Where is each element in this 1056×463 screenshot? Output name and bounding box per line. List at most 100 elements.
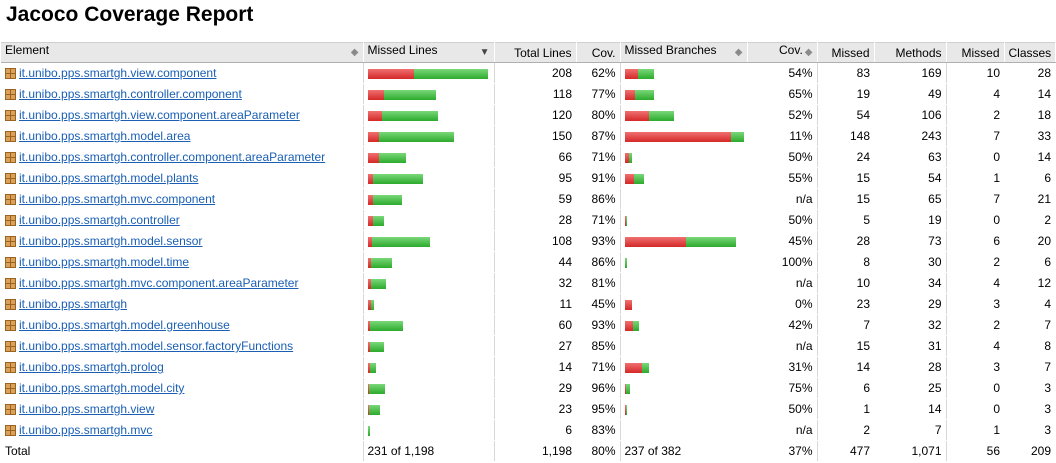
table-row: it.unibo.pps.smartgh.model.greenhouse 60 9… <box>1 314 1055 336</box>
footer-total-lines: 1,198 <box>493 440 576 461</box>
missed-lines-bar-missed <box>367 362 370 373</box>
missed-branches-bar-covered <box>641 362 649 373</box>
package-link[interactable]: it.unibo.pps.smartgh.view.component <box>19 66 217 80</box>
missed-lines-bar-missed <box>367 383 369 394</box>
package-link[interactable]: it.unibo.pps.smartgh.model.area <box>19 129 191 143</box>
package-link[interactable]: it.unibo.pps.smartgh.mvc <box>19 423 153 437</box>
missed-lines-bar-covered <box>369 362 376 373</box>
package-link[interactable]: it.unibo.pps.smartgh.model.sensor.factor… <box>19 339 294 353</box>
branch-coverage: 0% <box>747 293 817 315</box>
missed-classes: 10 <box>945 62 1004 84</box>
missed-lines-bar-cell <box>362 146 494 168</box>
missed-branches-bar-cell <box>619 188 747 210</box>
missed-branches-bar-cell <box>619 272 747 294</box>
package-icon <box>5 172 16 184</box>
line-coverage: 86% <box>576 251 620 273</box>
branch-coverage: 75% <box>747 377 817 399</box>
package-link[interactable]: it.unibo.pps.smartgh.view <box>19 402 155 416</box>
total-lines: 120 <box>493 104 576 126</box>
header-total-lines[interactable]: Total Lines <box>493 42 577 63</box>
package-link[interactable]: it.unibo.pps.smartgh <box>19 297 128 311</box>
package-link[interactable]: it.unibo.pps.smartgh.view.component.area… <box>19 108 300 122</box>
missed-lines-bar-cell <box>362 314 494 336</box>
classes: 7 <box>1004 314 1055 336</box>
missed-branches-bar <box>624 68 654 79</box>
line-coverage: 45% <box>576 293 620 315</box>
total-lines: 29 <box>493 377 576 399</box>
sort-icon: ◆ <box>350 47 359 58</box>
footer-missed-methods: 477 <box>816 440 874 461</box>
missed-branches-bar-missed <box>624 404 626 415</box>
package-link[interactable]: it.unibo.pps.smartgh.model.city <box>19 381 185 395</box>
missed-methods: 6 <box>816 377 874 399</box>
methods: 31 <box>874 335 946 357</box>
missed-methods: 14 <box>816 356 874 378</box>
classes: 8 <box>1004 335 1055 357</box>
missed-branches-bar-covered <box>648 110 674 121</box>
missed-lines-bar <box>367 236 430 247</box>
header-element[interactable]: Element ◆ <box>1 42 364 63</box>
header-classes[interactable]: Classes <box>1004 42 1056 63</box>
table-row: it.unibo.pps.smartgh.controller.componen… <box>1 83 1055 105</box>
missed-branches-bar <box>624 110 674 121</box>
missed-branches-bar-missed <box>624 320 633 331</box>
missed-classes: 0 <box>945 209 1004 231</box>
missed-lines-bar-missed <box>367 110 382 121</box>
header-missed-methods[interactable]: Missed <box>816 42 875 63</box>
package-icon <box>5 151 16 163</box>
missed-lines-bar-covered <box>370 257 392 268</box>
footer-missed-classes: 56 <box>945 440 1004 461</box>
missed-lines-bar-covered <box>413 68 488 79</box>
total-lines: 11 <box>493 293 576 315</box>
total-lines: 28 <box>493 209 576 231</box>
line-coverage: 81% <box>576 272 620 294</box>
package-icon <box>5 109 16 121</box>
package-link[interactable]: it.unibo.pps.smartgh.controller.componen… <box>19 150 326 164</box>
missed-classes: 2 <box>945 314 1004 336</box>
package-link[interactable]: it.unibo.pps.smartgh.mvc.component.areaP… <box>19 276 299 290</box>
classes: 28 <box>1004 62 1055 84</box>
package-link[interactable]: it.unibo.pps.smartgh.controller <box>19 213 180 227</box>
missed-lines-bar-cell <box>362 377 494 399</box>
classes: 6 <box>1004 251 1055 273</box>
header-line-coverage[interactable]: Cov. <box>576 42 621 63</box>
header-branch-coverage[interactable]: Cov. ◆ <box>747 42 818 63</box>
missed-classes: 3 <box>945 356 1004 378</box>
missed-branches-bar-missed <box>624 362 642 373</box>
package-link[interactable]: it.unibo.pps.smartgh.model.plants <box>19 171 199 185</box>
header-missed-branches[interactable]: Missed Branches ◆ <box>619 42 748 63</box>
element-cell: it.unibo.pps.smartgh.view.component <box>1 62 363 84</box>
package-link[interactable]: it.unibo.pps.smartgh.mvc.component <box>19 192 216 206</box>
header-missed-classes[interactable]: Missed <box>945 42 1005 63</box>
methods: 14 <box>874 398 946 420</box>
table-row: it.unibo.pps.smartgh.model.area 150 87% 11%… <box>1 125 1055 147</box>
missed-branches-bar-missed <box>624 215 626 226</box>
element-cell: it.unibo.pps.smartgh.prolog <box>1 356 363 378</box>
element-cell: it.unibo.pps.smartgh.model.greenhouse <box>1 314 363 336</box>
header-methods[interactable]: Methods <box>874 42 947 63</box>
total-lines: 27 <box>493 335 576 357</box>
missed-lines-bar-covered <box>378 131 454 142</box>
classes: 6 <box>1004 167 1055 189</box>
package-link[interactable]: it.unibo.pps.smartgh.model.time <box>19 255 190 269</box>
missed-branches-bar-covered <box>632 320 639 331</box>
missed-lines-bar-missed <box>367 194 373 205</box>
header-missed-lines[interactable]: Missed Lines ▼ <box>362 42 495 63</box>
missed-classes: 4 <box>945 335 1004 357</box>
branch-coverage: 45% <box>747 230 817 252</box>
line-coverage: 85% <box>576 335 620 357</box>
missed-lines-bar <box>367 68 488 79</box>
total-lines: 23 <box>493 398 576 420</box>
missed-branches-bar <box>624 404 627 415</box>
missed-branches-bar-covered <box>685 236 736 247</box>
package-link[interactable]: it.unibo.pps.smartgh.model.greenhouse <box>19 318 230 332</box>
package-link[interactable]: it.unibo.pps.smartgh.controller.componen… <box>19 87 242 101</box>
package-icon <box>5 361 16 373</box>
missed-branches-bar-covered <box>624 257 627 268</box>
missed-lines-bar <box>367 425 370 436</box>
package-link[interactable]: it.unibo.pps.smartgh.prolog <box>19 360 164 374</box>
missed-lines-bar <box>367 110 438 121</box>
missed-lines-bar-covered <box>368 404 380 415</box>
missed-classes: 3 <box>945 293 1004 315</box>
package-link[interactable]: it.unibo.pps.smartgh.model.sensor <box>19 234 203 248</box>
